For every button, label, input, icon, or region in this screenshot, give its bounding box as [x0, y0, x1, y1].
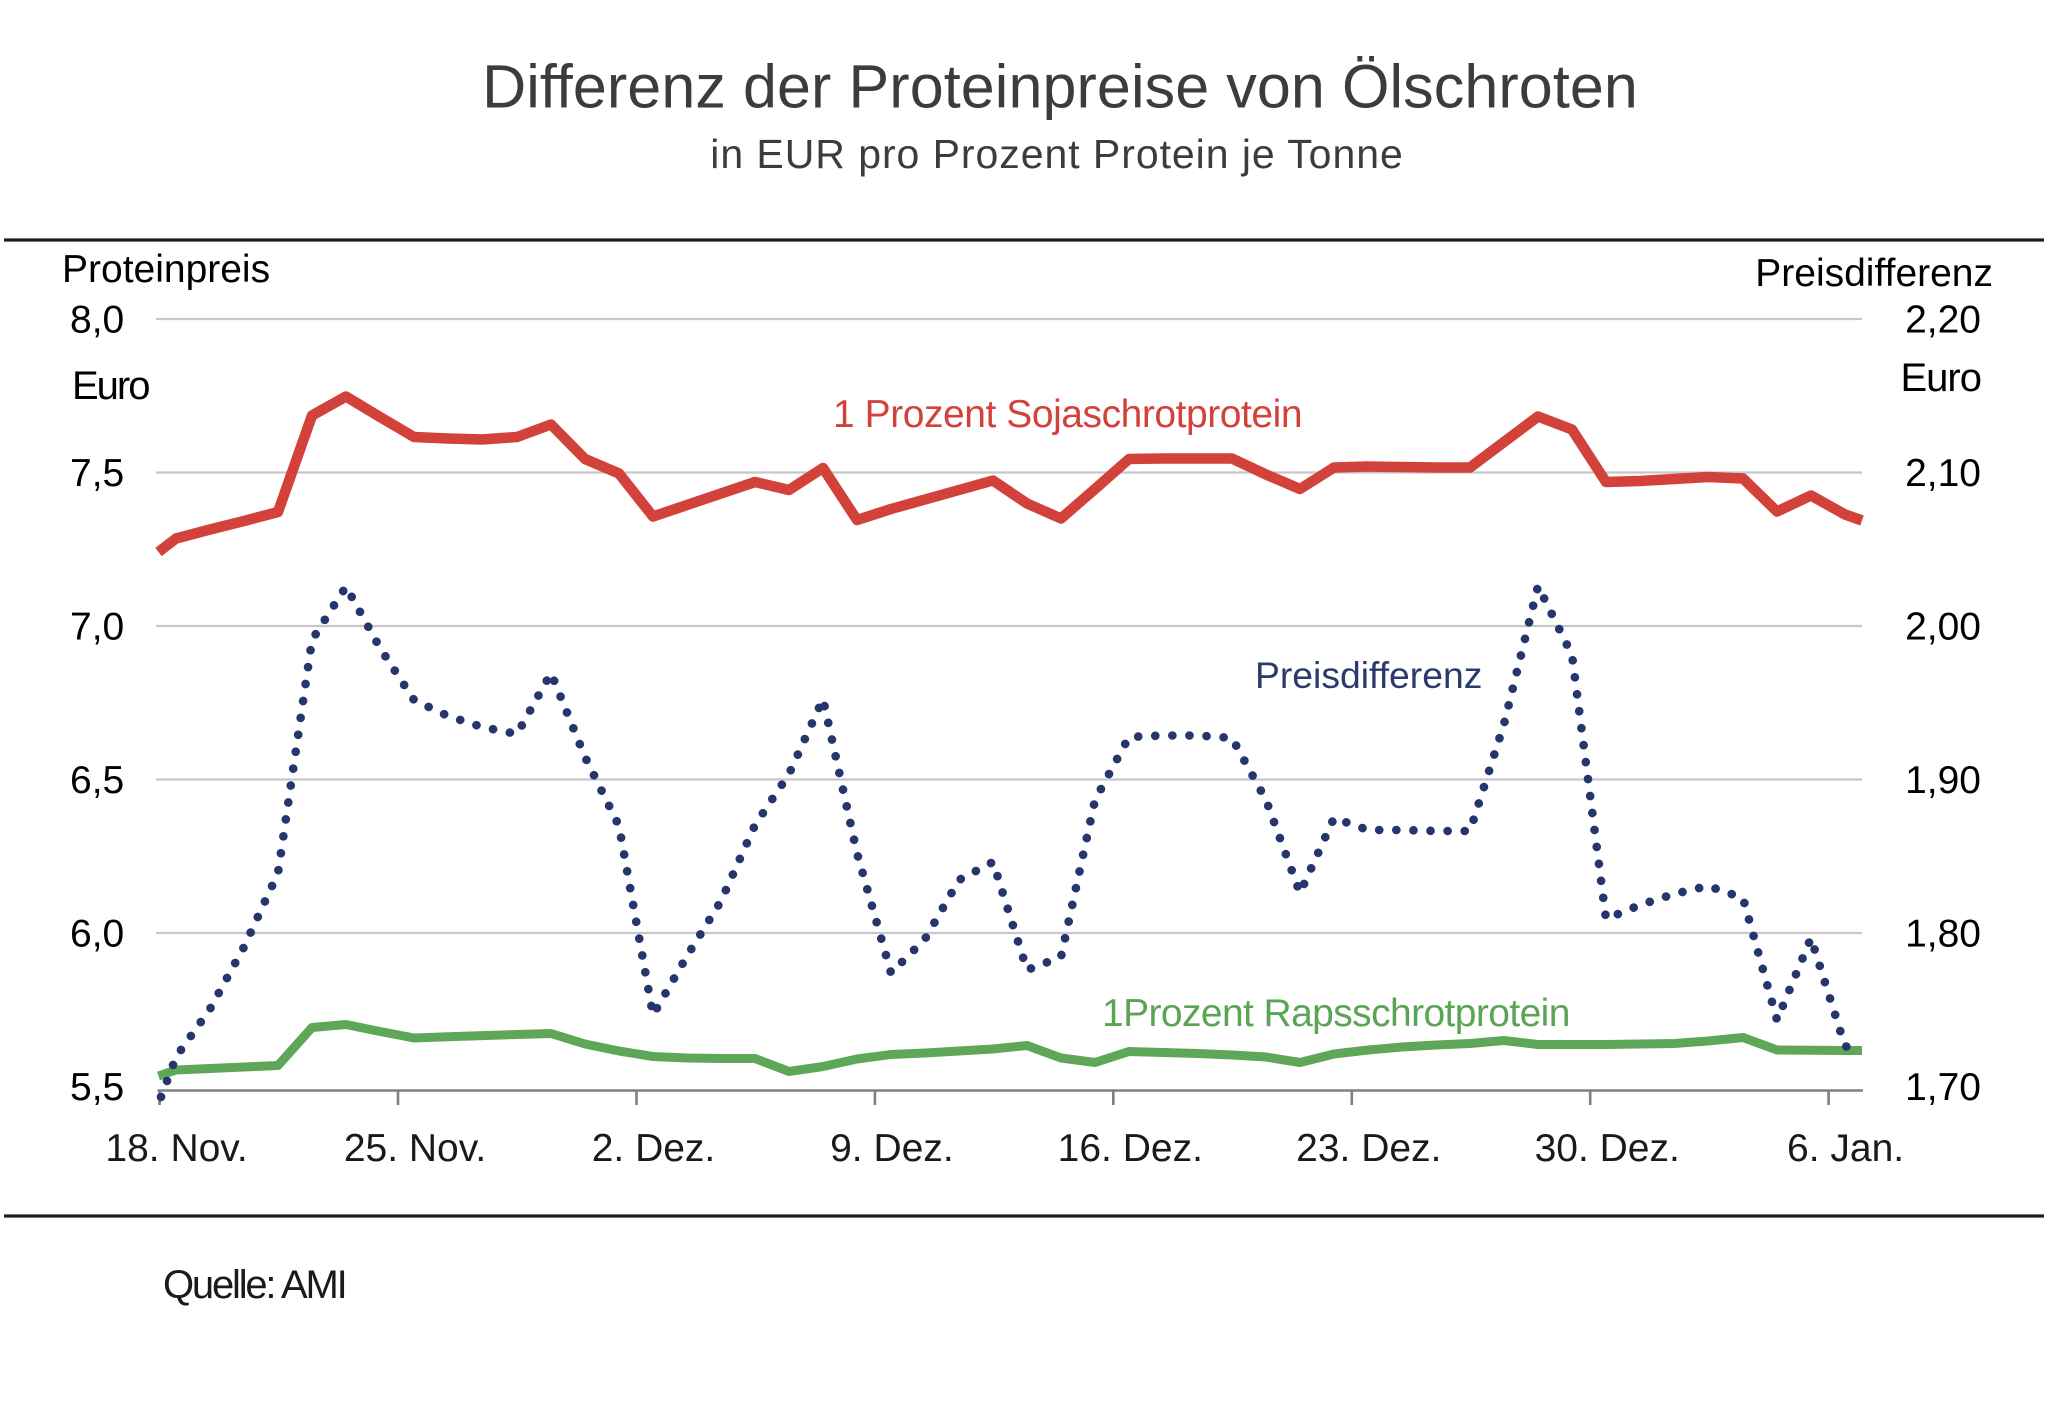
svg-text:30. Dez.: 30. Dez. — [1535, 1127, 1680, 1170]
svg-text:Preisdifferenz: Preisdifferenz — [1755, 252, 1993, 295]
svg-text:2,00: 2,00 — [1905, 606, 1981, 649]
svg-text:1,90: 1,90 — [1905, 759, 1981, 802]
svg-text:25. Nov.: 25. Nov. — [344, 1127, 486, 1170]
svg-text:Euro: Euro — [72, 364, 149, 408]
svg-text:Euro: Euro — [1901, 356, 1982, 400]
svg-text:6,5: 6,5 — [70, 759, 124, 802]
svg-text:2. Dez.: 2. Dez. — [592, 1127, 716, 1170]
svg-text:5,5: 5,5 — [70, 1066, 124, 1109]
svg-text:1Prozent Rapsschrotprotein: 1Prozent Rapsschrotprotein — [1102, 992, 1570, 1035]
svg-text:1,70: 1,70 — [1905, 1066, 1981, 1109]
svg-text:Quelle: AMI: Quelle: AMI — [163, 1263, 346, 1307]
svg-text:23. Dez.: 23. Dez. — [1296, 1127, 1441, 1170]
svg-text:1 Prozent Sojaschrotprotein: 1 Prozent Sojaschrotprotein — [833, 393, 1302, 436]
svg-text:Preisdifferenz: Preisdifferenz — [1255, 654, 1482, 696]
svg-text:6. Jan.: 6. Jan. — [1787, 1127, 1904, 1170]
svg-text:1,80: 1,80 — [1905, 913, 1981, 956]
svg-text:9. Dez.: 9. Dez. — [830, 1127, 954, 1170]
svg-text:2,10: 2,10 — [1905, 452, 1981, 495]
svg-text:Proteinpreis: Proteinpreis — [62, 248, 270, 291]
svg-text:2,20: 2,20 — [1905, 299, 1981, 342]
svg-text:in EUR pro Prozent Protein je: in EUR pro Prozent Protein je Tonne — [710, 131, 1403, 177]
svg-text:Differenz der Proteinpreise vo: Differenz der Proteinpreise von Ölschrot… — [482, 53, 1638, 121]
svg-text:7,0: 7,0 — [70, 606, 124, 649]
svg-text:8,0: 8,0 — [70, 299, 124, 342]
svg-text:6,0: 6,0 — [70, 913, 124, 956]
svg-text:18. Nov.: 18. Nov. — [105, 1127, 247, 1170]
svg-text:16. Dez.: 16. Dez. — [1058, 1127, 1203, 1170]
svg-text:7,5: 7,5 — [70, 452, 124, 495]
